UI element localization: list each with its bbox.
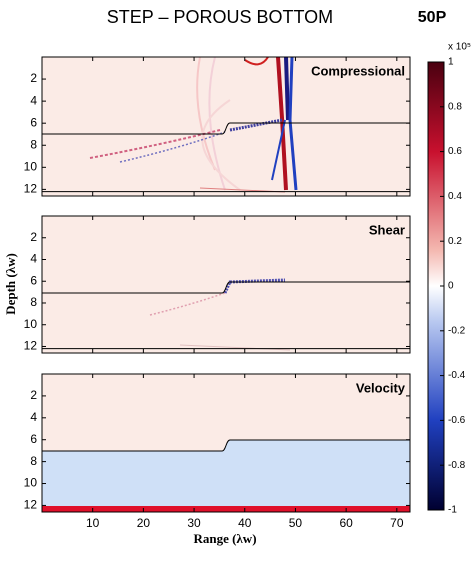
y-tick-label: 2 — [30, 388, 37, 402]
x-tick-label: 30 — [187, 516, 201, 530]
x-axis-label: Range (λw) — [193, 531, 256, 546]
y-tick-label: 8 — [30, 295, 37, 309]
basement-layer — [42, 506, 410, 512]
y-tick-label: 10 — [24, 476, 38, 490]
x-tick-label: 50 — [289, 516, 303, 530]
y-tick-label: 8 — [30, 137, 37, 151]
colorbar-tick-label: -1 — [448, 505, 457, 516]
y-tick-label: 4 — [30, 252, 37, 266]
y-tick-label: 2 — [30, 71, 37, 85]
panel-frame — [41, 215, 411, 354]
y-tick-label: 12 — [24, 498, 38, 512]
y-tick-label: 10 — [24, 317, 38, 331]
x-tick-label: 20 — [137, 516, 151, 530]
y-tick-label: 10 — [24, 159, 38, 173]
colorbar-tick-label: -0.8 — [448, 460, 466, 471]
chart-title: STEP – POROUS BOTTOM — [107, 7, 333, 27]
y-tick-label: 12 — [24, 182, 38, 196]
y-tick-label: 2 — [30, 230, 37, 244]
colorbar-tick-label: 0.6 — [448, 146, 462, 157]
panel-title: Shear — [369, 222, 405, 237]
x-tick-label: 40 — [238, 516, 252, 530]
y-tick-label: 6 — [30, 115, 37, 129]
wave-field — [89, 56, 298, 193]
y-tick-label: 8 — [30, 454, 37, 468]
colorbar-tick-label: -0.2 — [448, 325, 466, 336]
colorbar-tick-label: 0.2 — [448, 236, 462, 247]
panel-frame — [41, 373, 411, 513]
y-tick-label: 12 — [24, 339, 38, 353]
sediment-layer — [42, 440, 410, 512]
colorbar-tick-label: 0 — [448, 281, 454, 292]
panel-background — [42, 216, 410, 353]
y-tick-label: 4 — [30, 93, 37, 107]
colorbar-tick-label: 0.4 — [448, 191, 462, 202]
interfaces — [42, 122, 410, 452]
colorbar-tick-label: 1 — [448, 57, 454, 68]
x-tick-label: 60 — [339, 516, 353, 530]
panel-background — [42, 57, 410, 196]
colorbar-tick-label: -0.6 — [448, 415, 466, 426]
x-tick-label: 10 — [86, 516, 100, 530]
colorbar-scale-label: x 10⁵ — [448, 42, 471, 53]
figure-tag: 50P — [418, 9, 447, 26]
y-tick-label: 6 — [30, 432, 37, 446]
y-axis-label: Depth (λw) — [3, 253, 18, 315]
x-tick-label: 70 — [390, 516, 404, 530]
colorbar-tick-label: 0.8 — [448, 101, 462, 112]
panel-title: Compressional — [311, 63, 405, 78]
panel-frame — [41, 56, 411, 197]
y-tick-label: 6 — [30, 273, 37, 287]
y-tick-label: 4 — [30, 410, 37, 424]
colorbar-tick-label: -0.4 — [448, 370, 466, 381]
panel-title: Velocity — [356, 380, 406, 395]
